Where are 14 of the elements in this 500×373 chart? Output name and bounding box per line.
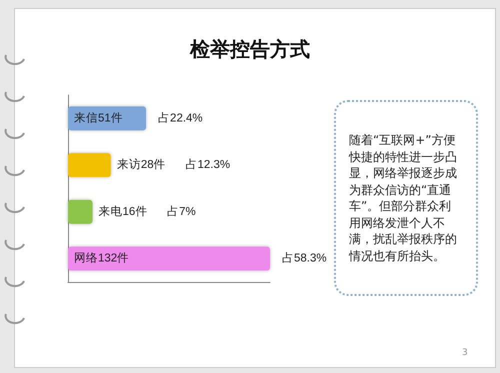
data-label: 网络132件	[74, 252, 130, 265]
data-label: 来电16件	[98, 204, 148, 218]
bar	[68, 246, 270, 271]
text: 占58.3%	[282, 252, 327, 265]
text: 3	[462, 348, 468, 358]
chart-title: 检举控告方式	[188, 36, 311, 63]
bar	[68, 153, 111, 178]
annotation: 占22.4%	[158, 111, 203, 124]
data-label: 来信51件	[74, 111, 123, 124]
text: 随着“互联网+”方便快捷的特性进一步凸显，网络举报逐步成为群众信访的“直通车”。但部分群众利用网络发泄个人不满，扰乱举报秩序的情况也有所抬头。	[334, 100, 478, 296]
annotation: 占7%	[167, 204, 196, 218]
annotation: 占12.3%	[185, 158, 230, 172]
data-label: 来访28件	[116, 157, 166, 172]
bar	[68, 200, 92, 224]
